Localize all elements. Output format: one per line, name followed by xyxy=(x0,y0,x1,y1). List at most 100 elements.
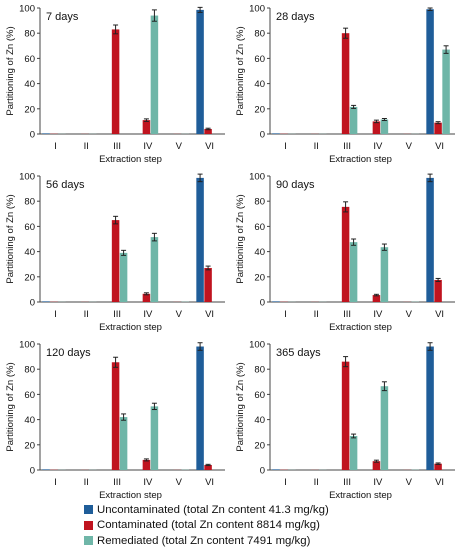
x-tick-label: I xyxy=(54,309,57,320)
y-tick-label: 40 xyxy=(254,247,265,258)
y-tick-label: 40 xyxy=(254,415,265,426)
legend-swatch-contaminated xyxy=(84,520,93,530)
x-tick-label: I xyxy=(284,141,287,152)
legend-swatch-remediated xyxy=(84,536,93,546)
y-tick-label: 0 xyxy=(260,298,265,309)
x-tick-label: III xyxy=(343,477,351,488)
x-axis-label: Extraction step xyxy=(99,322,162,333)
chart-title: 365 days xyxy=(276,347,321,359)
x-tick-label: VI xyxy=(435,141,444,152)
x-tick-label: II xyxy=(84,141,89,152)
x-tick-label: IV xyxy=(143,309,153,320)
y-tick-label: 100 xyxy=(19,172,35,183)
bar-uncontaminated xyxy=(42,301,50,302)
bar-remediated xyxy=(119,252,128,302)
x-tick-label: I xyxy=(54,477,57,488)
bar-contaminated xyxy=(372,461,381,470)
y-tick-label: 20 xyxy=(254,440,265,451)
y-tick-label: 80 xyxy=(254,197,265,208)
y-axis-label: Partitioning of Zn (%) xyxy=(5,362,16,451)
x-tick-label: I xyxy=(284,309,287,320)
y-tick-label: 100 xyxy=(19,340,35,351)
x-tick-label: IV xyxy=(143,477,153,488)
x-axis-label: Extraction step xyxy=(99,490,162,501)
y-axis-label: Partitioning of Zn (%) xyxy=(235,362,246,451)
x-tick-label: II xyxy=(84,477,89,488)
bar-uncontaminated xyxy=(196,9,204,135)
y-tick-label: 80 xyxy=(24,197,35,208)
x-tick-label: V xyxy=(176,309,183,320)
bar-contaminated xyxy=(111,220,120,302)
x-tick-label: IV xyxy=(373,309,383,320)
y-axis-label: Partitioning of Zn (%) xyxy=(235,194,246,283)
figure-legend: Uncontaminated (total Zn content 41.3 mg… xyxy=(84,502,454,549)
bar-contaminated xyxy=(434,279,442,302)
bar-contaminated xyxy=(204,267,212,302)
bar-remediated xyxy=(380,247,389,302)
bar-uncontaminated xyxy=(42,469,50,470)
bar-remediated xyxy=(442,49,450,134)
bar-uncontaminated xyxy=(272,133,280,134)
legend-label-remediated: Remediated (total Zn content 7491 mg/kg) xyxy=(97,534,311,547)
bar-contaminated xyxy=(142,293,151,302)
y-tick-label: 80 xyxy=(24,365,35,376)
y-tick-label: 60 xyxy=(24,54,35,65)
bar-remediated xyxy=(349,242,358,302)
x-tick-label: V xyxy=(406,477,413,488)
x-tick-label: IV xyxy=(373,141,383,152)
legend-swatch-uncontaminated xyxy=(84,505,93,515)
x-axis-label: Extraction step xyxy=(329,322,392,333)
x-tick-label: VI xyxy=(435,309,444,320)
bar-remediated xyxy=(349,106,358,134)
bar-contaminated xyxy=(341,206,350,302)
x-axis-label: Extraction step xyxy=(99,154,162,165)
x-tick-label: II xyxy=(314,477,319,488)
bar-uncontaminated xyxy=(426,9,434,134)
y-axis-label: Partitioning of Zn (%) xyxy=(235,26,246,115)
bar-contaminated xyxy=(111,29,120,135)
bar-uncontaminated xyxy=(426,177,434,302)
x-tick-label: VI xyxy=(205,477,214,488)
bar-contaminated xyxy=(142,459,151,470)
legend-item-uncontaminated: Uncontaminated (total Zn content 41.3 mg… xyxy=(84,502,454,518)
x-tick-label: III xyxy=(113,141,121,152)
x-axis-label: Extraction step xyxy=(329,490,392,501)
y-tick-label: 40 xyxy=(24,79,35,90)
bar-uncontaminated xyxy=(196,177,204,302)
y-tick-label: 20 xyxy=(254,272,265,283)
x-tick-label: III xyxy=(113,309,121,320)
bar-contaminated xyxy=(204,128,212,134)
x-tick-label: VI xyxy=(205,309,214,320)
x-tick-label: I xyxy=(54,141,57,152)
bar-contaminated xyxy=(111,362,120,470)
x-tick-label: VI xyxy=(435,477,444,488)
y-tick-label: 60 xyxy=(24,222,35,233)
bar-remediated xyxy=(150,406,159,470)
x-tick-label: IV xyxy=(373,477,383,488)
y-tick-label: 40 xyxy=(24,247,35,258)
y-tick-label: 60 xyxy=(254,54,265,65)
y-tick-label: 60 xyxy=(254,390,265,401)
y-tick-label: 0 xyxy=(30,466,35,477)
bar-remediated xyxy=(349,435,358,470)
y-tick-label: 0 xyxy=(260,130,265,141)
bar-contaminated xyxy=(434,122,442,134)
x-tick-label: III xyxy=(113,477,121,488)
y-tick-label: 100 xyxy=(249,340,265,351)
y-tick-label: 80 xyxy=(254,29,265,40)
bar-contaminated xyxy=(204,464,212,470)
legend-label-uncontaminated: Uncontaminated (total Zn content 41.3 mg… xyxy=(97,503,329,516)
x-tick-label: II xyxy=(314,309,319,320)
y-tick-label: 60 xyxy=(254,222,265,233)
y-tick-label: 80 xyxy=(24,29,35,40)
y-tick-label: 20 xyxy=(24,104,35,115)
bar-remediated xyxy=(119,417,128,470)
chart-title: 28 days xyxy=(276,11,315,23)
y-tick-label: 40 xyxy=(254,79,265,90)
bar-contaminated xyxy=(142,120,151,134)
